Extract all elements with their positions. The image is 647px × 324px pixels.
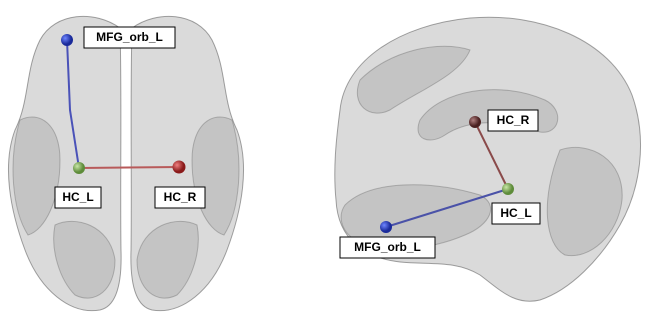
node-label: HC_R bbox=[497, 113, 530, 127]
axial-view: MFG_orb_L HC_L HC_R bbox=[8, 16, 243, 310]
sagittal-view: HC_R HC_L MFG_orb_L bbox=[335, 17, 641, 301]
node-label: MFG_orb_L bbox=[96, 30, 163, 44]
node-label: HC_R bbox=[164, 190, 197, 204]
brain-network-figure: MFG_orb_L HC_L HC_R HC_R HC_L MFG_orb_L bbox=[0, 0, 647, 324]
node-label: HC_L bbox=[62, 190, 93, 204]
node-label: MFG_orb_L bbox=[354, 240, 421, 254]
edge bbox=[79, 167, 179, 168]
node bbox=[380, 221, 392, 233]
page: MFG_orb_L HC_L HC_R HC_R HC_L MFG_orb_L … bbox=[0, 0, 647, 324]
node bbox=[73, 162, 85, 174]
node-label: HC_L bbox=[500, 206, 531, 220]
node bbox=[173, 161, 186, 174]
node bbox=[469, 116, 481, 128]
node bbox=[61, 34, 73, 46]
node bbox=[502, 183, 514, 195]
